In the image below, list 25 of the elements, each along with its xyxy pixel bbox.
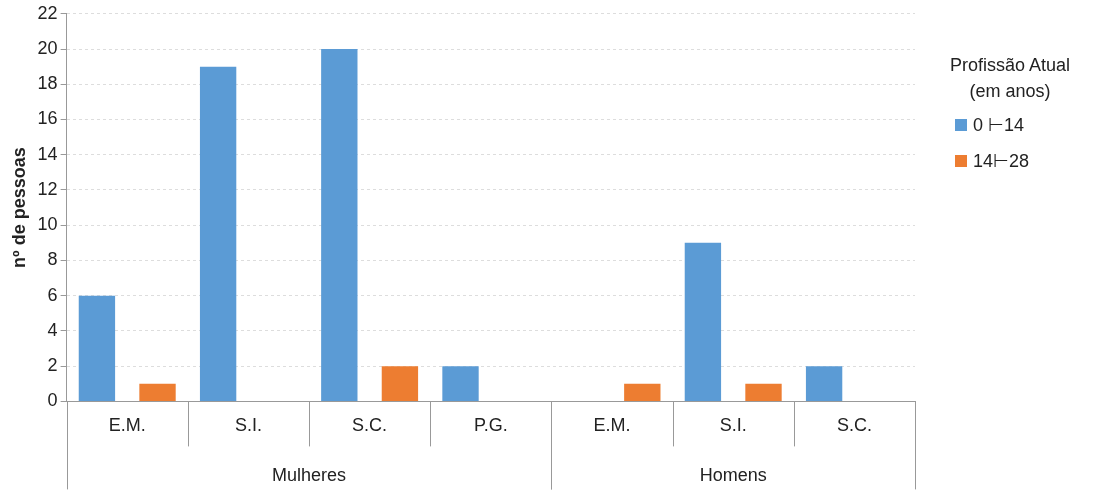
y-tick-label: 4 <box>47 319 58 340</box>
x-tick-label: P.G. <box>473 415 508 436</box>
y-tick-label: 16 <box>37 108 58 129</box>
x-tick-label: S.I. <box>234 415 262 436</box>
y-tick-label: 10 <box>37 214 58 235</box>
y-axis-title: nº de pessoas <box>8 147 29 268</box>
y-tick-label: 12 <box>37 178 58 199</box>
x-tick-label: S.C. <box>836 415 872 436</box>
x-tick-label: E.M. <box>108 415 146 436</box>
text: Mulheres <box>272 465 347 486</box>
legend-title: Profissão Atual (em anos) <box>948 54 1072 103</box>
y-tick-label: 8 <box>47 249 58 270</box>
x-tick-label: S.I. <box>719 415 747 436</box>
y-tick-label: 20 <box>37 38 58 59</box>
x-tick-label: S.C. <box>352 415 388 436</box>
y-tick-label: 0 <box>47 390 58 411</box>
legend-label: 14⊢28 <box>973 150 1030 172</box>
y-tick-label: 14 <box>37 143 58 164</box>
text: Homens <box>699 465 767 486</box>
y-tick-label: 18 <box>37 73 58 94</box>
y-tick-label: 6 <box>47 284 58 305</box>
legend-label: 0 ⊢14 <box>973 114 1025 136</box>
y-tick-label: 22 <box>37 2 58 23</box>
x-tick-label: E.M. <box>593 415 631 436</box>
y-tick-label: 2 <box>47 355 58 376</box>
